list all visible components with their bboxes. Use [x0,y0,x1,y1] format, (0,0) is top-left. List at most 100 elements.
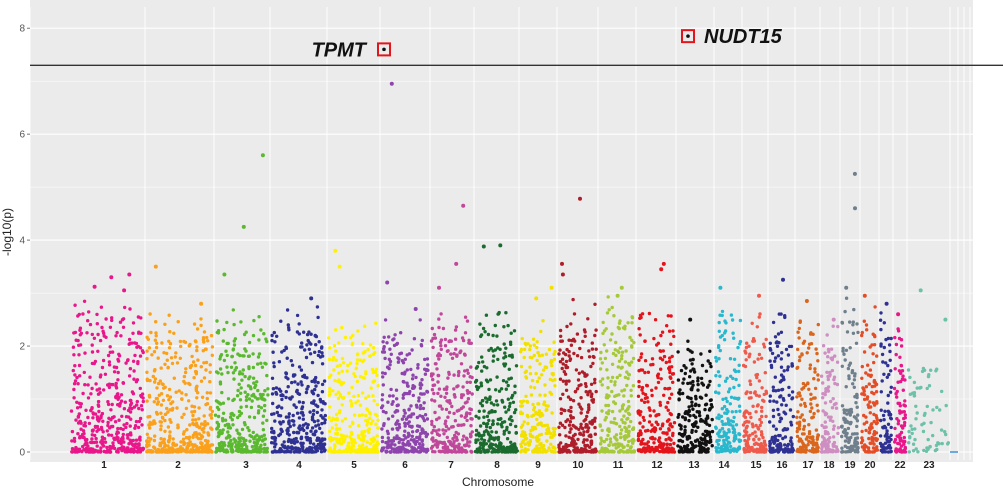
snp-point [242,449,245,452]
snp-point [474,415,477,418]
snp-point [734,378,737,381]
snp-point [753,430,756,433]
snp-point [868,382,871,385]
snp-point [760,386,763,389]
snp-point [209,391,212,394]
plot-background [30,0,973,462]
snp-point [720,420,723,423]
snp-point [374,423,377,426]
snp-point [709,365,712,368]
snp-point [868,400,871,403]
snp-point [876,448,879,451]
snp-point [109,326,112,329]
snp-point [716,450,719,453]
snp-point [152,375,155,378]
snp-point [564,373,567,376]
snp-point [701,433,704,436]
snp-point [631,316,634,319]
snp-point [651,357,654,360]
snp-point [444,338,447,341]
snp-point [120,442,123,445]
snp-point [506,324,509,327]
snp-point [753,448,756,451]
snp-point [860,436,863,439]
snp-point [714,374,717,377]
snp-point [621,366,624,369]
snp-point [646,400,649,403]
snp-point [622,403,625,406]
snp-point [398,426,401,429]
snp-point [521,337,524,340]
snp-point [743,350,746,353]
snp-point [510,444,513,447]
snp-point [621,351,624,354]
top-snp-point [853,172,857,176]
snp-point [802,432,805,435]
snp-point [668,397,671,400]
snp-point [252,334,255,337]
snp-point [697,404,700,407]
snp-point [785,348,788,351]
snp-point [799,319,802,322]
snp-point [300,407,303,410]
snp-point [219,355,222,358]
snp-point [230,442,233,445]
snp-point [717,344,720,347]
snp-point [700,446,703,449]
snp-point [431,372,434,375]
snp-point [432,392,435,395]
snp-point [168,430,171,433]
snp-point [176,426,179,429]
snp-point [367,395,370,398]
snp-point [145,371,148,374]
snp-point [190,405,193,408]
snp-point [434,336,437,339]
snp-point [853,378,856,381]
snp-point [316,411,319,414]
snp-point [853,372,856,375]
snp-point [765,392,768,395]
snp-point [79,428,82,431]
snp-point [421,429,424,432]
snp-point [335,428,338,431]
snp-point [154,331,157,334]
snp-point [309,333,312,336]
snp-point [798,327,801,330]
snp-point [407,450,410,453]
snp-point [577,378,580,381]
snp-point [503,447,506,450]
snp-point [137,442,140,445]
snp-point [100,428,103,431]
snp-point [349,399,352,402]
snp-point [821,396,824,399]
snp-point [657,342,660,345]
snp-point [737,370,740,373]
snp-point [393,443,396,446]
snp-point [292,420,295,423]
snp-point [535,346,538,349]
snp-point [323,379,326,382]
snp-point [758,379,761,382]
snp-point [396,342,399,345]
snp-point [524,447,527,450]
snp-point [655,413,658,416]
snp-point [337,391,340,394]
snp-point [677,397,680,400]
snp-point [599,357,602,360]
top-snp-point [385,281,389,285]
snp-point [106,429,109,432]
snp-point [276,411,279,414]
snp-point [71,450,74,453]
snp-point [314,334,317,337]
snp-point [863,350,866,353]
snp-point [246,426,249,429]
snp-point [547,446,550,449]
snp-point [668,437,671,440]
snp-point [117,450,120,453]
snp-point [585,373,588,376]
snp-point [232,323,235,326]
snp-point [340,442,343,445]
snp-point [832,397,835,400]
snp-point [771,436,774,439]
snp-point [724,422,727,425]
